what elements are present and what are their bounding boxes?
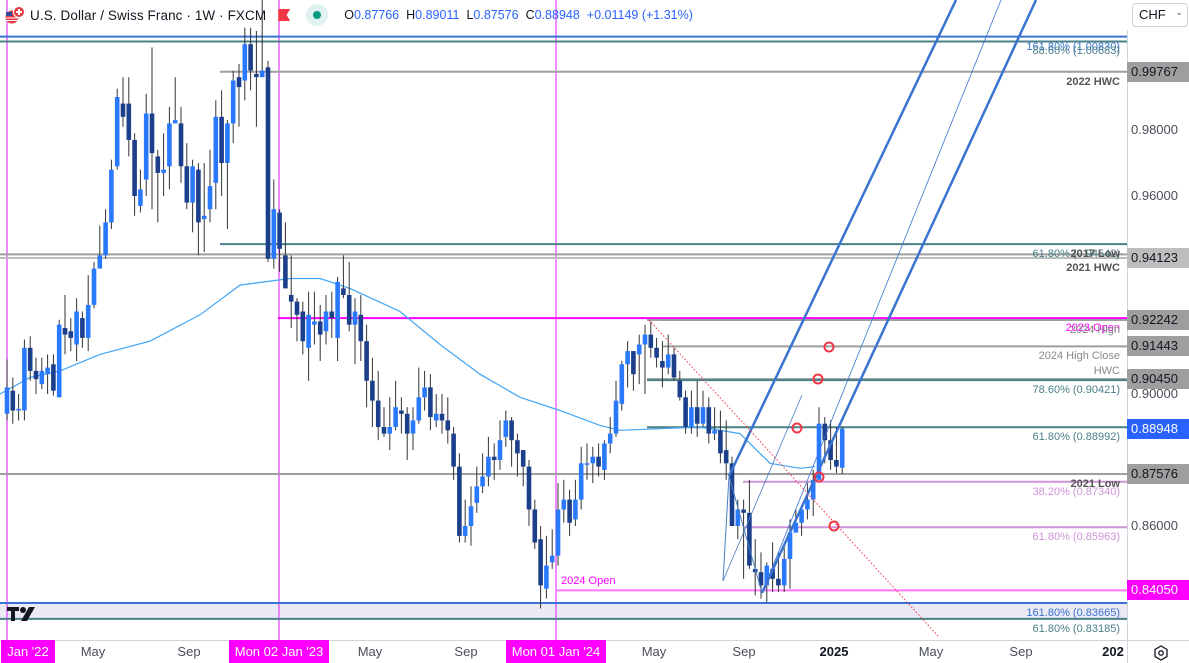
time-tick-label: May xyxy=(918,644,944,659)
chevron-down-icon: ⌄ xyxy=(1175,7,1183,17)
price-badge: 0.84050 xyxy=(1127,580,1189,601)
moving-average-line[interactable] xyxy=(0,277,816,469)
time-tick-label: Mon 01 Jan '24 xyxy=(505,640,607,663)
pitchfork-line[interactable] xyxy=(761,0,1002,594)
price-badge: 0.94123 xyxy=(1127,247,1189,268)
level-label: 2022 HWC xyxy=(1066,75,1120,88)
pitchfork-line[interactable] xyxy=(727,0,958,477)
level-label: 88.60% (1.00683) xyxy=(1032,45,1120,58)
time-tick-label: Jan '22 xyxy=(1,640,55,663)
price-badge: 0.88948 xyxy=(1127,418,1189,439)
flag-marker-icon[interactable] xyxy=(278,9,291,21)
price-badge: 0.91443 xyxy=(1127,336,1189,357)
level-label: 2023 Open xyxy=(1065,322,1120,335)
pitchfork-line[interactable] xyxy=(760,0,1038,594)
fib-zone xyxy=(0,603,1127,619)
settings-icon[interactable] xyxy=(1152,644,1170,662)
level-label: 2021 HWC xyxy=(1066,261,1120,274)
ohlc-values: O0.87766 H0.89011 L0.87576 C0.88948 +0.0… xyxy=(344,8,693,22)
level-label: 2024 Open xyxy=(561,575,616,588)
low-value: 0.87576 xyxy=(473,8,519,22)
level-label: 61.80% (0.88992) xyxy=(1032,431,1120,444)
price-tick-label: 0.98000 xyxy=(1131,122,1178,137)
symbol-title[interactable]: U.S. Dollar / Swiss Franc · 1W · FXCM xyxy=(30,7,267,23)
marker-circle-icon[interactable] xyxy=(813,471,825,483)
pitchfork-handle[interactable] xyxy=(722,475,763,594)
marker-circle-icon[interactable] xyxy=(812,373,824,385)
price-badge: 0.92242 xyxy=(1127,310,1189,330)
level-label: 61.80% (0.85963) xyxy=(1032,531,1120,544)
time-tick-label: Sep xyxy=(177,644,201,659)
time-tick-label: Mon 02 Jan '23 xyxy=(228,640,330,663)
time-tick-label: Sep xyxy=(1009,644,1033,659)
price-tick-label: 0.96000 xyxy=(1131,188,1178,203)
high-value: 0.89011 xyxy=(415,8,460,22)
marker-circle-icon[interactable] xyxy=(823,341,835,353)
level-label: 161.80% (1.00830) xyxy=(1026,40,1120,53)
open-value: 0.87766 xyxy=(353,8,400,22)
time-tick-label: May xyxy=(641,644,667,659)
time-tick-label: Sep xyxy=(454,644,478,659)
level-label: 61.80% (0.94542) xyxy=(1032,248,1120,261)
time-tick-label: Sep xyxy=(732,644,756,659)
time-tick-label: 2025 xyxy=(819,644,849,659)
change-value: +0.01149 (+1.31%) xyxy=(586,8,693,22)
dotted-trendline[interactable] xyxy=(648,319,939,637)
level-label: HWC xyxy=(1093,365,1120,378)
close-value: 0.88948 xyxy=(534,8,580,22)
tradingview-logo xyxy=(7,607,35,621)
time-tick-label: May xyxy=(357,644,383,659)
level-label: 2024 High xyxy=(1069,324,1120,336)
price-badge: 0.87576 xyxy=(1127,463,1189,484)
level-label: 161.80% (0.83665) xyxy=(1026,607,1120,620)
chart-legend-header: U.S. Dollar / Swiss Franc · 1W · FXCM O0… xyxy=(0,0,1127,30)
level-label: 78.60% (0.90421) xyxy=(1032,384,1120,397)
usd-chf-flag-icon xyxy=(4,6,26,24)
price-badge: 0.90450 xyxy=(1127,369,1189,390)
price-tick-label: 0.90000 xyxy=(1131,386,1178,401)
market-status-icon[interactable] xyxy=(306,4,329,26)
currency-select[interactable]: CHF ⌄ xyxy=(1132,3,1188,27)
price-badge: 0.99767 xyxy=(1127,61,1189,82)
marker-circle-icon[interactable] xyxy=(828,520,840,532)
candles xyxy=(4,0,845,609)
time-tick-label: May xyxy=(80,644,106,659)
level-label: 2021 Low xyxy=(1070,477,1120,490)
level-label: 2017 Low xyxy=(1070,248,1120,261)
marker-circle-icon[interactable] xyxy=(791,422,803,434)
level-label: 61.80% (0.83185) xyxy=(1032,622,1120,635)
price-tick-label: 0.86000 xyxy=(1131,518,1178,533)
level-label: 38.20% (0.87340) xyxy=(1032,485,1120,498)
level-label: 2024 High Close xyxy=(1038,350,1120,363)
time-tick-label: 202 xyxy=(1102,644,1124,659)
